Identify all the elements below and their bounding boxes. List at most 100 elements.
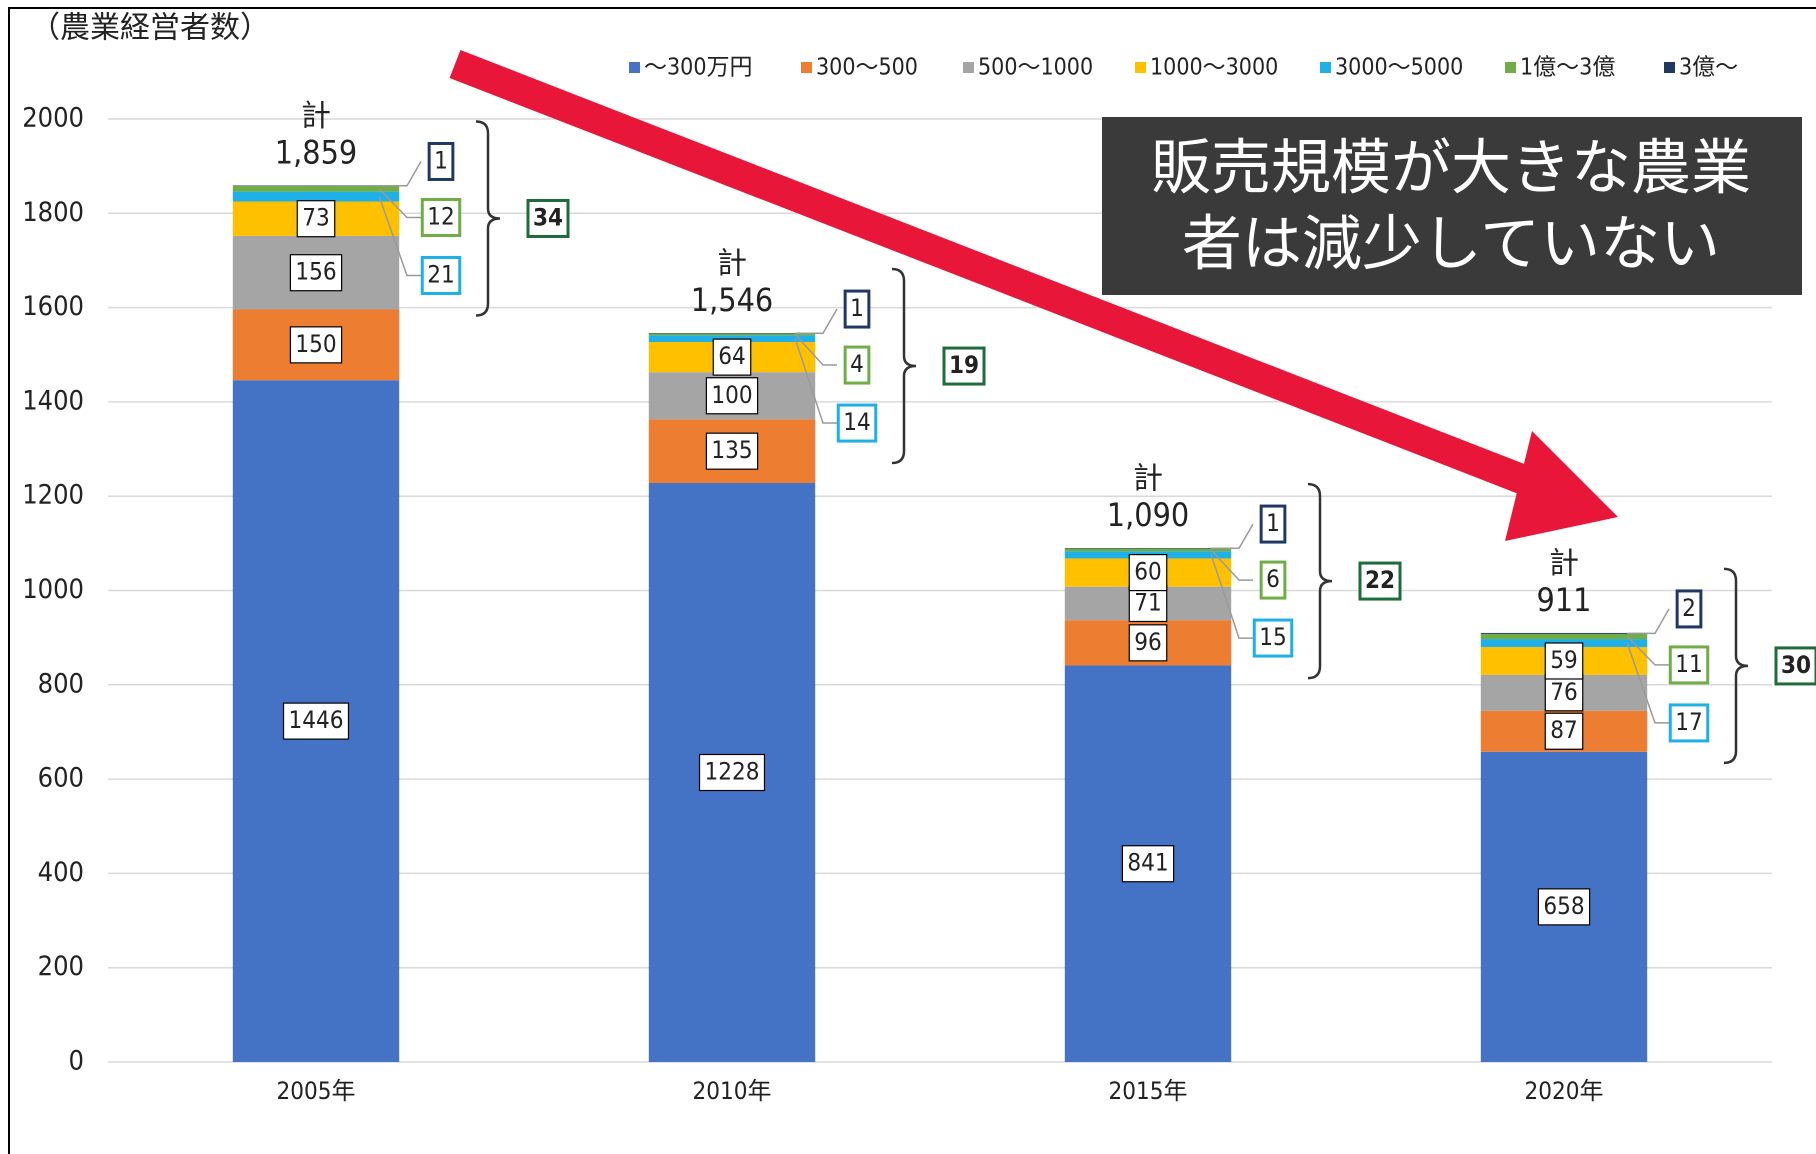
- leader-line: [378, 196, 421, 277]
- data-label-box: [427, 141, 455, 181]
- bar-segment: [1480, 632, 1648, 634]
- legend-label: 3000～5000: [1335, 55, 1463, 81]
- legend-swatch: [963, 62, 974, 73]
- total-label: 911: [1537, 581, 1592, 619]
- leader-line: [1210, 549, 1253, 581]
- data-label-box: [1259, 504, 1287, 544]
- data-label: 1228: [705, 757, 760, 785]
- legend-swatch: [1505, 62, 1516, 73]
- legend-label: 1億～3億: [1520, 55, 1615, 81]
- leader-line: [794, 338, 837, 424]
- data-label: 1: [850, 294, 864, 322]
- data-label-box: [1121, 845, 1175, 883]
- data-label: 1446: [289, 706, 344, 734]
- data-label-box: [420, 255, 462, 295]
- legend-swatch: [629, 62, 640, 73]
- data-label-box: [289, 254, 343, 292]
- data-label: 658: [1543, 892, 1584, 920]
- data-label-box: [1668, 645, 1710, 685]
- y-tick-label: 1600: [22, 291, 84, 322]
- data-label: 100: [711, 381, 752, 409]
- data-label-box: [1675, 589, 1703, 629]
- data-label: 135: [711, 436, 752, 464]
- bar-segment: [1480, 633, 1648, 640]
- brace: [891, 267, 917, 465]
- data-label-box: [1668, 703, 1710, 743]
- frame: [8, 7, 1816, 1154]
- y-tick-label: 2000: [22, 103, 84, 134]
- total-prefix: 計: [1133, 462, 1163, 497]
- data-label-box: [282, 702, 350, 740]
- legend-label: 300～500: [816, 55, 918, 81]
- annotation-line: 販売規模が大きな農業: [1151, 134, 1751, 204]
- data-label-box: [526, 198, 570, 238]
- x-tick-label: 2010年: [693, 1077, 772, 1105]
- arrow-head: [1505, 431, 1618, 541]
- data-label: 30: [1781, 651, 1811, 679]
- bar-segment: [232, 191, 400, 202]
- y-tick-label: 400: [38, 857, 84, 888]
- data-label: 87: [1550, 716, 1577, 744]
- leader-line: [1626, 635, 1669, 666]
- data-label: 73: [302, 204, 329, 232]
- leader-line: [1211, 523, 1254, 550]
- y-tick-label: 0: [69, 1046, 84, 1077]
- y-tick-label: 1000: [22, 574, 84, 605]
- total-label: 1,090: [1107, 496, 1189, 534]
- annotation-bg: [1102, 117, 1802, 295]
- data-label: 6: [1266, 565, 1280, 593]
- data-label-box: [705, 432, 759, 470]
- leader-line: [378, 188, 421, 219]
- data-label: 22: [1365, 566, 1395, 594]
- data-label-box: [1544, 642, 1584, 680]
- y-tick-label: 600: [38, 763, 84, 794]
- leader-line: [795, 308, 838, 335]
- data-label: 150: [295, 330, 336, 358]
- data-label: 11: [1675, 650, 1702, 678]
- data-label: 15: [1259, 623, 1286, 651]
- y-tick-label: 1400: [22, 385, 84, 416]
- data-label-box: [942, 346, 986, 386]
- brace: [1723, 567, 1749, 765]
- data-label: 71: [1134, 588, 1161, 616]
- data-label-box: [1774, 646, 1816, 686]
- data-label: 156: [295, 258, 336, 286]
- data-label-box: [1537, 888, 1591, 926]
- leader-line: [379, 161, 422, 187]
- data-label: 34: [533, 203, 563, 231]
- data-label: 76: [1550, 678, 1577, 706]
- total-prefix: 計: [717, 247, 747, 282]
- brace: [1307, 482, 1333, 680]
- total-label: 1,859: [275, 133, 357, 171]
- data-label-box: [712, 338, 752, 376]
- brace: [475, 120, 501, 317]
- x-tick-label: 2005年: [277, 1077, 356, 1105]
- bars: 1446150156731122134計1,859122813510064141…: [232, 99, 1816, 1062]
- data-label: 19: [949, 351, 979, 379]
- data-label: 21: [427, 260, 454, 288]
- x-tick-label: 2020年: [1525, 1077, 1604, 1105]
- leader-line: [1627, 608, 1670, 635]
- data-label-box: [1358, 561, 1402, 601]
- data-label: 59: [1550, 646, 1577, 674]
- data-label-box: [1128, 624, 1168, 662]
- data-label: 17: [1675, 708, 1702, 736]
- data-label-box: [1128, 553, 1168, 592]
- total-prefix: 計: [1549, 546, 1579, 581]
- legend-label: 1000～3000: [1150, 55, 1278, 81]
- bar-segment: [648, 333, 816, 336]
- data-label: 96: [1134, 628, 1161, 656]
- data-label-box: [705, 377, 759, 415]
- data-label: 4: [850, 350, 864, 378]
- annotation-line: 者は減少していない: [1182, 210, 1720, 280]
- data-label-box: [296, 200, 336, 238]
- legend-swatch: [1664, 62, 1675, 73]
- y-tick-label: 200: [38, 951, 84, 982]
- data-label-box: [836, 403, 878, 443]
- data-label-box: [698, 753, 766, 792]
- data-label-box: [289, 326, 343, 364]
- data-label: 2: [1682, 594, 1696, 622]
- data-label-box: [1252, 618, 1294, 658]
- data-label: 841: [1127, 849, 1168, 877]
